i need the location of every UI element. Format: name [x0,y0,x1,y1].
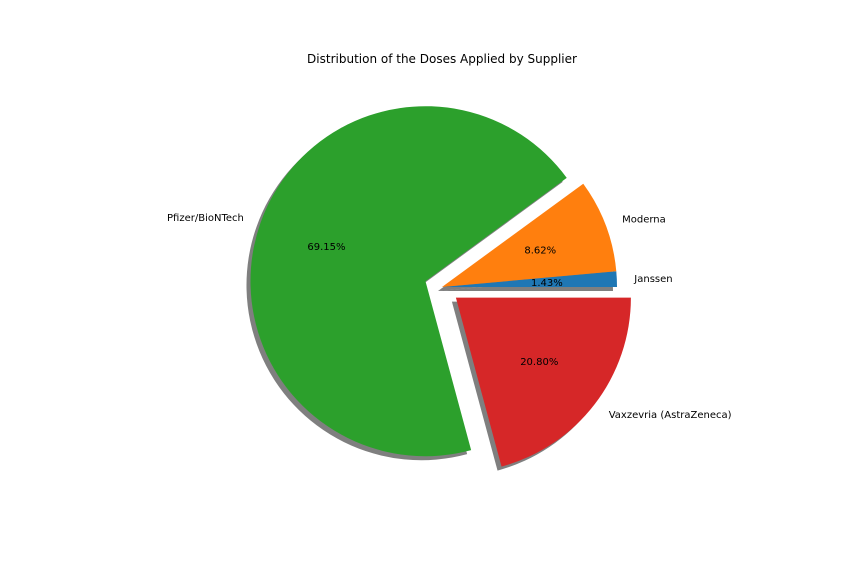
slice-percent-labels: 1.43% 8.62% 69.15% 20.80% [307,242,562,368]
slice-vaxzevria-astrazeneca [455,297,631,467]
slice-percent-janssen: 1.43% [531,278,563,289]
slice-janssen [442,271,617,287]
slice-labels: Janssen Moderna Pfizer/BioNTech Vaxzevria (… [167,213,732,421]
chart-title: Distribution of the Doses Applied by Sup… [307,52,577,66]
slice-label-janssen: Janssen [633,274,672,285]
slice-pfizer-biontech [250,106,567,457]
slice-moderna [442,183,617,287]
slice-percent-pfizer-biontech: 69.15% [307,242,345,253]
slice-label-moderna: Moderna [622,215,666,226]
slice-label-pfizer-biontech: Pfizer/BioNTech [167,213,244,224]
pie-slices [250,106,631,467]
slice-label-vaxzevria-astrazeneca: Vaxzevria (AstraZeneca) [609,410,732,421]
slice-percent-vaxzevria-astrazeneca: 20.80% [520,357,558,368]
slice-percent-moderna: 8.62% [524,245,556,256]
